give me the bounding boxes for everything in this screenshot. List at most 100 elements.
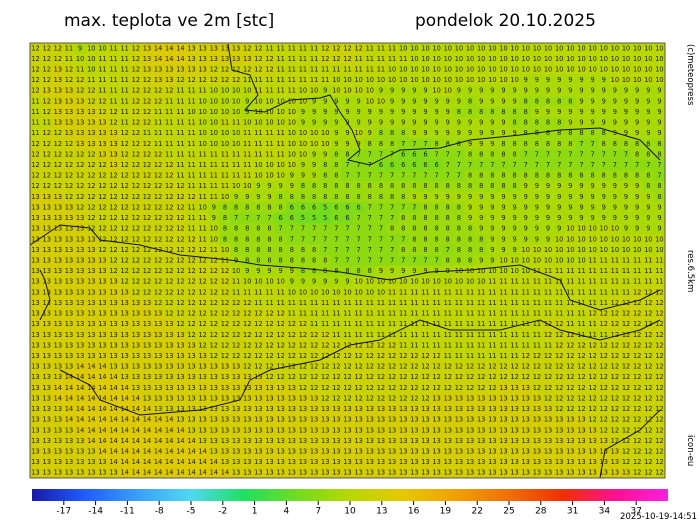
grid-value: 13 [265,394,273,402]
grid-value: 13 [31,447,39,455]
grid-cell [464,393,476,405]
grid-value: 8 [267,225,271,233]
grid-value: 12 [399,394,407,402]
grid-value: 13 [221,426,229,434]
grid-cell [475,127,488,139]
grid-value: 9 [546,108,550,116]
grid-cell [252,191,265,203]
grid-value: 12 [644,469,652,477]
grid-value: 13 [544,458,552,466]
grid-cell [653,467,666,479]
grid-value: 13 [399,416,407,424]
grid-cell [107,138,120,150]
grid-value: 9 [390,267,394,275]
grid-value: 9 [334,278,338,286]
grid-cell [96,435,109,447]
grid-cell [642,96,655,107]
grid-cell [609,467,621,479]
grid-cell [41,159,53,171]
grid-value: 10 [354,76,362,84]
grid-value: 13 [120,352,128,360]
grid-value: 14 [98,373,106,381]
grid-cell [497,382,510,394]
grid-value: 13 [221,55,229,63]
grid-value: 9 [535,193,539,201]
grid-value: 11 [288,87,296,95]
grid-value: 13 [243,394,251,402]
grid-cell [185,96,198,107]
grid-value: 12 [98,182,106,190]
grid-cell [419,308,432,320]
grid-cell [486,340,499,351]
grid-cell [509,53,521,65]
grid-value: 12 [366,341,374,349]
grid-cell [497,53,510,65]
grid-value: 11 [466,320,474,328]
grid-cell [419,85,432,97]
grid-value: 13 [120,299,128,307]
grid-cell [587,265,599,277]
grid-value: 8 [513,182,517,190]
grid-cell [219,287,231,298]
grid-value: 7 [379,172,383,180]
grid-cell [74,318,87,330]
grid-value: 11 [510,310,518,318]
colorbar-label: 37 [630,507,641,517]
grid-cell [353,456,365,468]
grid-cell [598,318,610,330]
grid-cell [52,414,64,426]
grid-cell [587,424,599,436]
grid-cell [263,53,276,65]
grid-value: 10 [444,44,452,52]
grid-value: 9 [446,119,450,127]
grid-cell [119,191,131,203]
grid-value: 9 [657,214,661,222]
grid-value: 13 [76,341,84,349]
grid-value: 12 [154,150,162,158]
grid-value: 13 [622,469,630,477]
grid-cell [631,467,644,479]
grid-value: 11 [633,257,641,265]
grid-value: 12 [254,363,262,371]
grid-value: 7 [602,150,606,158]
grid-value: 11 [265,44,273,52]
grid-value: 13 [321,437,329,445]
grid-cell [542,340,554,351]
grid-cell [419,255,432,267]
grid-cell [241,287,254,298]
grid-cell [475,74,488,86]
grid-cell [263,117,276,129]
grid-value: 13 [444,469,452,477]
grid-cell [397,308,410,320]
grid-value: 7 [468,161,472,169]
grid-cell [364,43,376,54]
grid-cell [486,255,499,267]
grid-value: 13 [120,341,128,349]
grid-value: 12 [187,288,195,296]
grid-cell [631,127,644,139]
grid-cell [63,43,75,54]
grid-value: 13 [43,193,51,201]
grid-cell [464,233,476,245]
grid-value: 13 [366,447,374,455]
grid-cell [330,424,343,436]
grid-value: 9 [546,214,550,222]
grid-cell [141,106,153,118]
grid-value: 12 [354,352,362,360]
grid-cell [442,43,454,54]
grid-value: 13 [499,458,507,466]
grid-value: 10 [232,182,240,190]
grid-value: 11 [332,299,340,307]
grid-value: 8 [468,150,472,158]
grid-cell [553,329,566,341]
grid-value: 10 [388,76,396,84]
grid-cell [230,244,242,256]
grid-value: 8 [501,108,505,116]
grid-cell [41,371,53,383]
grid-value: 12 [265,310,273,318]
grid-cell [564,361,577,373]
grid-value: 12 [65,182,73,190]
grid-cell [119,202,131,214]
grid-value: 13 [332,416,340,424]
grid-cell [297,382,309,394]
